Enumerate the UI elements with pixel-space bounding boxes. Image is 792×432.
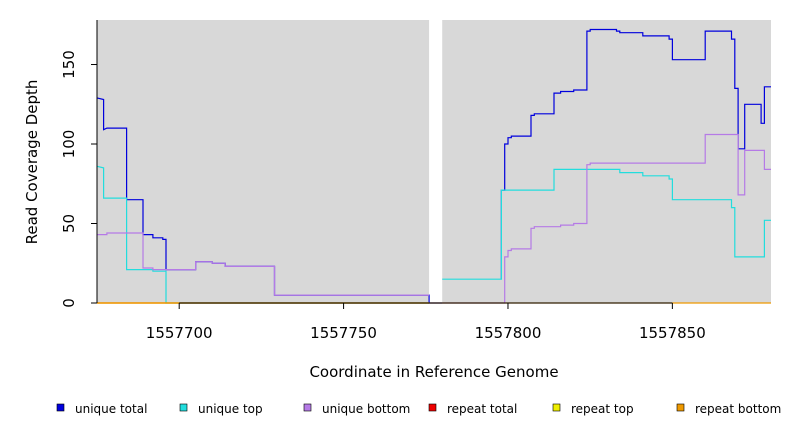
legend-label-unique-bottom: unique bottom <box>322 402 410 416</box>
legend-label-unique-top: unique top <box>198 402 263 416</box>
axes: 0 50 100 150 1557700 1557750 1557800 1557850 <box>60 20 706 342</box>
y-tick-label-0: 0 <box>60 298 78 308</box>
legend-swatch-repeat-bottom <box>676 403 685 412</box>
legend-label-repeat-top: repeat top <box>571 402 634 416</box>
x-tick-label-1557700: 1557700 <box>146 324 213 342</box>
legend-label-repeat-bottom: repeat bottom <box>695 402 781 416</box>
series-line-unique-top-4 <box>442 168 771 280</box>
series-line-unique-bottom-6 <box>442 133 771 304</box>
legend-swatch-unique-top <box>179 403 188 412</box>
series-line-unique-total-2 <box>500 28 771 280</box>
x-axis-label: Coordinate in Reference Genome <box>309 363 558 381</box>
legend-swatch-repeat-total <box>428 403 437 412</box>
y-tick-label-150: 150 <box>60 50 78 79</box>
series-line-unique-bottom-5 <box>97 232 430 296</box>
legend-swatch-repeat-top <box>552 403 561 412</box>
legend-swatch-unique-bottom <box>303 403 312 412</box>
x-tick-label-1557850: 1557850 <box>639 324 706 342</box>
x-tick-label-1557800: 1557800 <box>475 324 542 342</box>
panel-backgrounds <box>97 20 771 303</box>
legend: unique total unique top unique bottom repea… <box>56 402 781 416</box>
legend-label-unique-total: unique total <box>75 402 147 416</box>
y-axis-label: Read Coverage Depth <box>23 80 41 245</box>
panel-background-2 <box>442 20 771 303</box>
panel-background-1 <box>97 20 430 303</box>
y-tick-label-100: 100 <box>60 130 78 159</box>
legend-label-repeat-total: repeat total <box>447 402 517 416</box>
series-line-unique-top-3 <box>96 165 430 304</box>
legend-swatch-unique-total <box>56 403 65 412</box>
x-tick-label-1557750: 1557750 <box>310 324 377 342</box>
y-tick-label-50: 50 <box>60 214 78 233</box>
